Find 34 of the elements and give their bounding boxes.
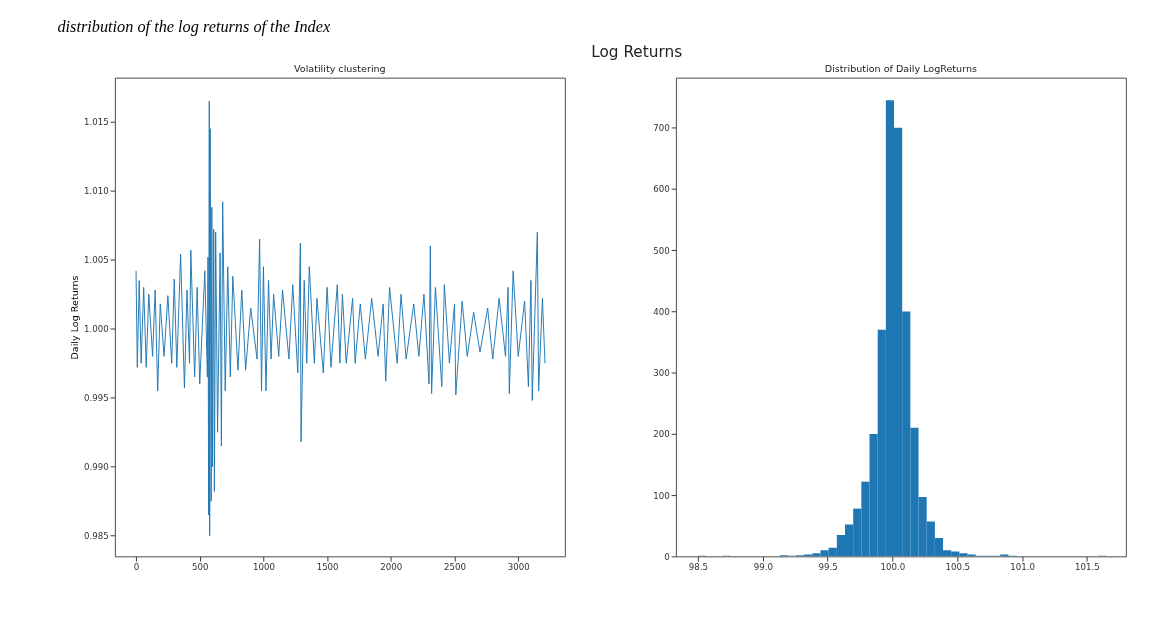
y-tick-label: 1.010	[84, 186, 109, 197]
y-tick-label: 0.995	[84, 393, 109, 404]
y-tick-label: 600	[653, 184, 670, 195]
y-tick-label: 100	[653, 490, 670, 501]
y-tick-label: 500	[653, 245, 670, 256]
y-axis-title: Daily Log Returns	[69, 275, 81, 360]
x-tick-label: 99.5	[818, 562, 838, 573]
y-tick-label: 0.985	[84, 531, 109, 542]
x-tick-label: 1000	[252, 562, 275, 573]
chart-title: Volatility clustering	[294, 62, 386, 74]
x-tick-label: 2000	[380, 562, 403, 573]
x-tick-label: 0	[133, 562, 140, 573]
x-tick-label: 98.5	[688, 562, 709, 573]
x-tick-label: 2500	[444, 562, 466, 573]
text: distribution of the log returns of the Index	[57, 17, 331, 36]
y-tick-label: 700	[653, 123, 670, 134]
y-tick-label: 0	[664, 551, 670, 562]
y-tick-label: 1.005	[84, 255, 109, 266]
y-tick-label: 1.000	[84, 324, 109, 335]
x-tick-label: 101.0	[1010, 562, 1035, 573]
x-tick-label: 1500	[316, 562, 339, 573]
text: Log Returns	[591, 42, 683, 61]
x-tick-label: 100.0	[880, 562, 906, 573]
x-tick-label: 500	[191, 562, 209, 573]
y-tick-label: 300	[653, 368, 670, 379]
y-tick-label: 1.015	[84, 117, 109, 128]
y-tick-label: 0.990	[84, 462, 109, 473]
x-tick-label: 101.5	[1075, 562, 1100, 573]
x-tick-label: 100.5	[945, 562, 971, 573]
y-tick-label: 400	[653, 306, 670, 317]
x-tick-label: 99.0	[753, 562, 773, 573]
y-tick-label: 200	[653, 429, 670, 440]
chart-title: Distribution of Daily LogReturns	[824, 62, 977, 74]
x-tick-label: 3000	[507, 562, 530, 573]
